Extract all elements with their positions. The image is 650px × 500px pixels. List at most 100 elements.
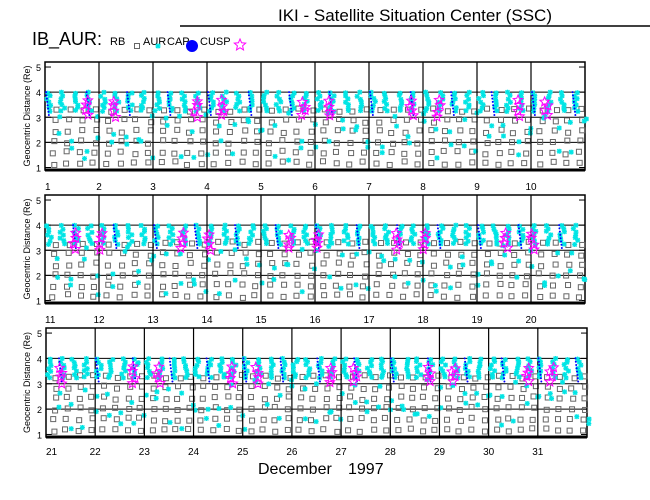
cap-marker	[369, 94, 372, 97]
aur-marker	[84, 359, 90, 365]
rb-marker	[99, 426, 106, 433]
cusp-marker	[299, 103, 312, 116]
aur-marker-stroke	[274, 226, 280, 232]
aur-marker-stroke	[368, 89, 374, 95]
aur-marker	[570, 226, 576, 232]
aur-marker-stroke	[264, 241, 269, 247]
rb-marker	[103, 160, 110, 167]
rb-marker	[320, 260, 327, 267]
aur-marker	[411, 241, 417, 247]
day-label: 2	[96, 182, 102, 193]
aur-marker-stroke	[163, 291, 169, 297]
cap-marker	[249, 107, 252, 110]
rb-marker	[51, 250, 58, 257]
rb-marker	[459, 108, 466, 115]
aur-marker	[516, 152, 522, 158]
rb-marker	[538, 251, 545, 258]
rb-marker	[336, 108, 343, 115]
aur-marker-stroke	[426, 231, 432, 237]
aur-marker-stroke	[558, 90, 564, 96]
aur-marker-stroke	[179, 96, 185, 102]
aur-marker-stroke	[582, 277, 588, 283]
rb-marker	[279, 147, 286, 154]
rb-marker	[455, 270, 462, 277]
rb-marker	[281, 281, 288, 288]
aur-marker-stroke	[424, 92, 430, 98]
rb-marker	[362, 238, 369, 245]
aur-marker	[569, 250, 575, 256]
rb-marker	[114, 374, 121, 381]
cap-marker	[356, 233, 359, 236]
rb-marker	[293, 158, 300, 165]
aur-marker-stroke	[447, 129, 453, 135]
rb-marker	[577, 272, 584, 279]
aur-marker	[163, 251, 169, 257]
aur-marker-stroke	[507, 92, 513, 98]
aur-marker-stroke	[559, 99, 565, 105]
cap-marker	[46, 104, 49, 107]
aur-marker-stroke	[59, 102, 65, 108]
cap-marker	[491, 97, 494, 100]
aur-marker-stroke	[464, 92, 470, 98]
day-label: 22	[90, 447, 102, 458]
aur-marker-stroke	[178, 280, 184, 286]
aur-marker	[505, 96, 511, 102]
rb-marker	[136, 414, 143, 421]
rb-marker	[62, 426, 69, 433]
rb-marker	[117, 160, 124, 167]
cap-marker	[559, 237, 562, 240]
rb-marker	[252, 283, 259, 290]
cusp-marker	[322, 94, 335, 106]
rb-marker	[136, 404, 143, 411]
aur-marker-stroke	[423, 108, 429, 114]
rb-marker	[241, 137, 248, 144]
aur-marker	[191, 277, 197, 283]
aur-marker-stroke	[379, 253, 385, 259]
aur-marker-stroke	[73, 99, 78, 105]
aur-marker-stroke	[56, 404, 62, 410]
day-19-marks	[476, 223, 535, 300]
aur-marker	[330, 98, 336, 104]
aur-marker	[232, 277, 238, 283]
rb-marker	[198, 161, 205, 168]
aur-marker-stroke	[304, 240, 310, 246]
aur-marker-stroke	[340, 117, 346, 123]
cap-marker	[275, 233, 278, 236]
cusp-marker	[538, 95, 551, 107]
aur-marker	[178, 154, 184, 160]
rb-marker	[51, 428, 58, 435]
aur-marker	[205, 152, 211, 158]
aur-marker	[568, 149, 574, 155]
rb-marker	[172, 270, 179, 277]
day-label: 15	[255, 315, 267, 326]
rb-marker	[138, 395, 145, 402]
cap-marker	[208, 104, 211, 107]
rb-marker	[213, 249, 220, 256]
aur-marker	[60, 226, 66, 232]
aur-marker	[98, 93, 104, 99]
aur-marker-stroke	[477, 108, 483, 114]
aur-marker	[69, 145, 75, 151]
cap-marker	[452, 107, 455, 110]
rb-marker	[159, 149, 166, 156]
rb-marker	[160, 127, 167, 134]
aur-marker	[345, 108, 351, 114]
rb-marker	[350, 117, 357, 124]
rb-marker	[563, 272, 570, 279]
aur-marker-stroke	[146, 356, 152, 362]
aur-marker	[68, 426, 74, 432]
aur-marker-stroke	[527, 130, 533, 136]
cusp-marker	[201, 232, 214, 244]
cap-marker	[396, 227, 399, 230]
cusp-marker	[405, 104, 418, 116]
aur-marker	[104, 391, 110, 397]
aur-marker	[271, 277, 277, 283]
rb-marker	[267, 292, 274, 299]
rb-marker	[241, 106, 248, 113]
rb-marker	[537, 283, 544, 290]
cap-marker	[45, 91, 48, 94]
rb-marker	[76, 395, 83, 402]
cusp-marker	[69, 231, 82, 244]
rb-marker	[403, 239, 410, 246]
